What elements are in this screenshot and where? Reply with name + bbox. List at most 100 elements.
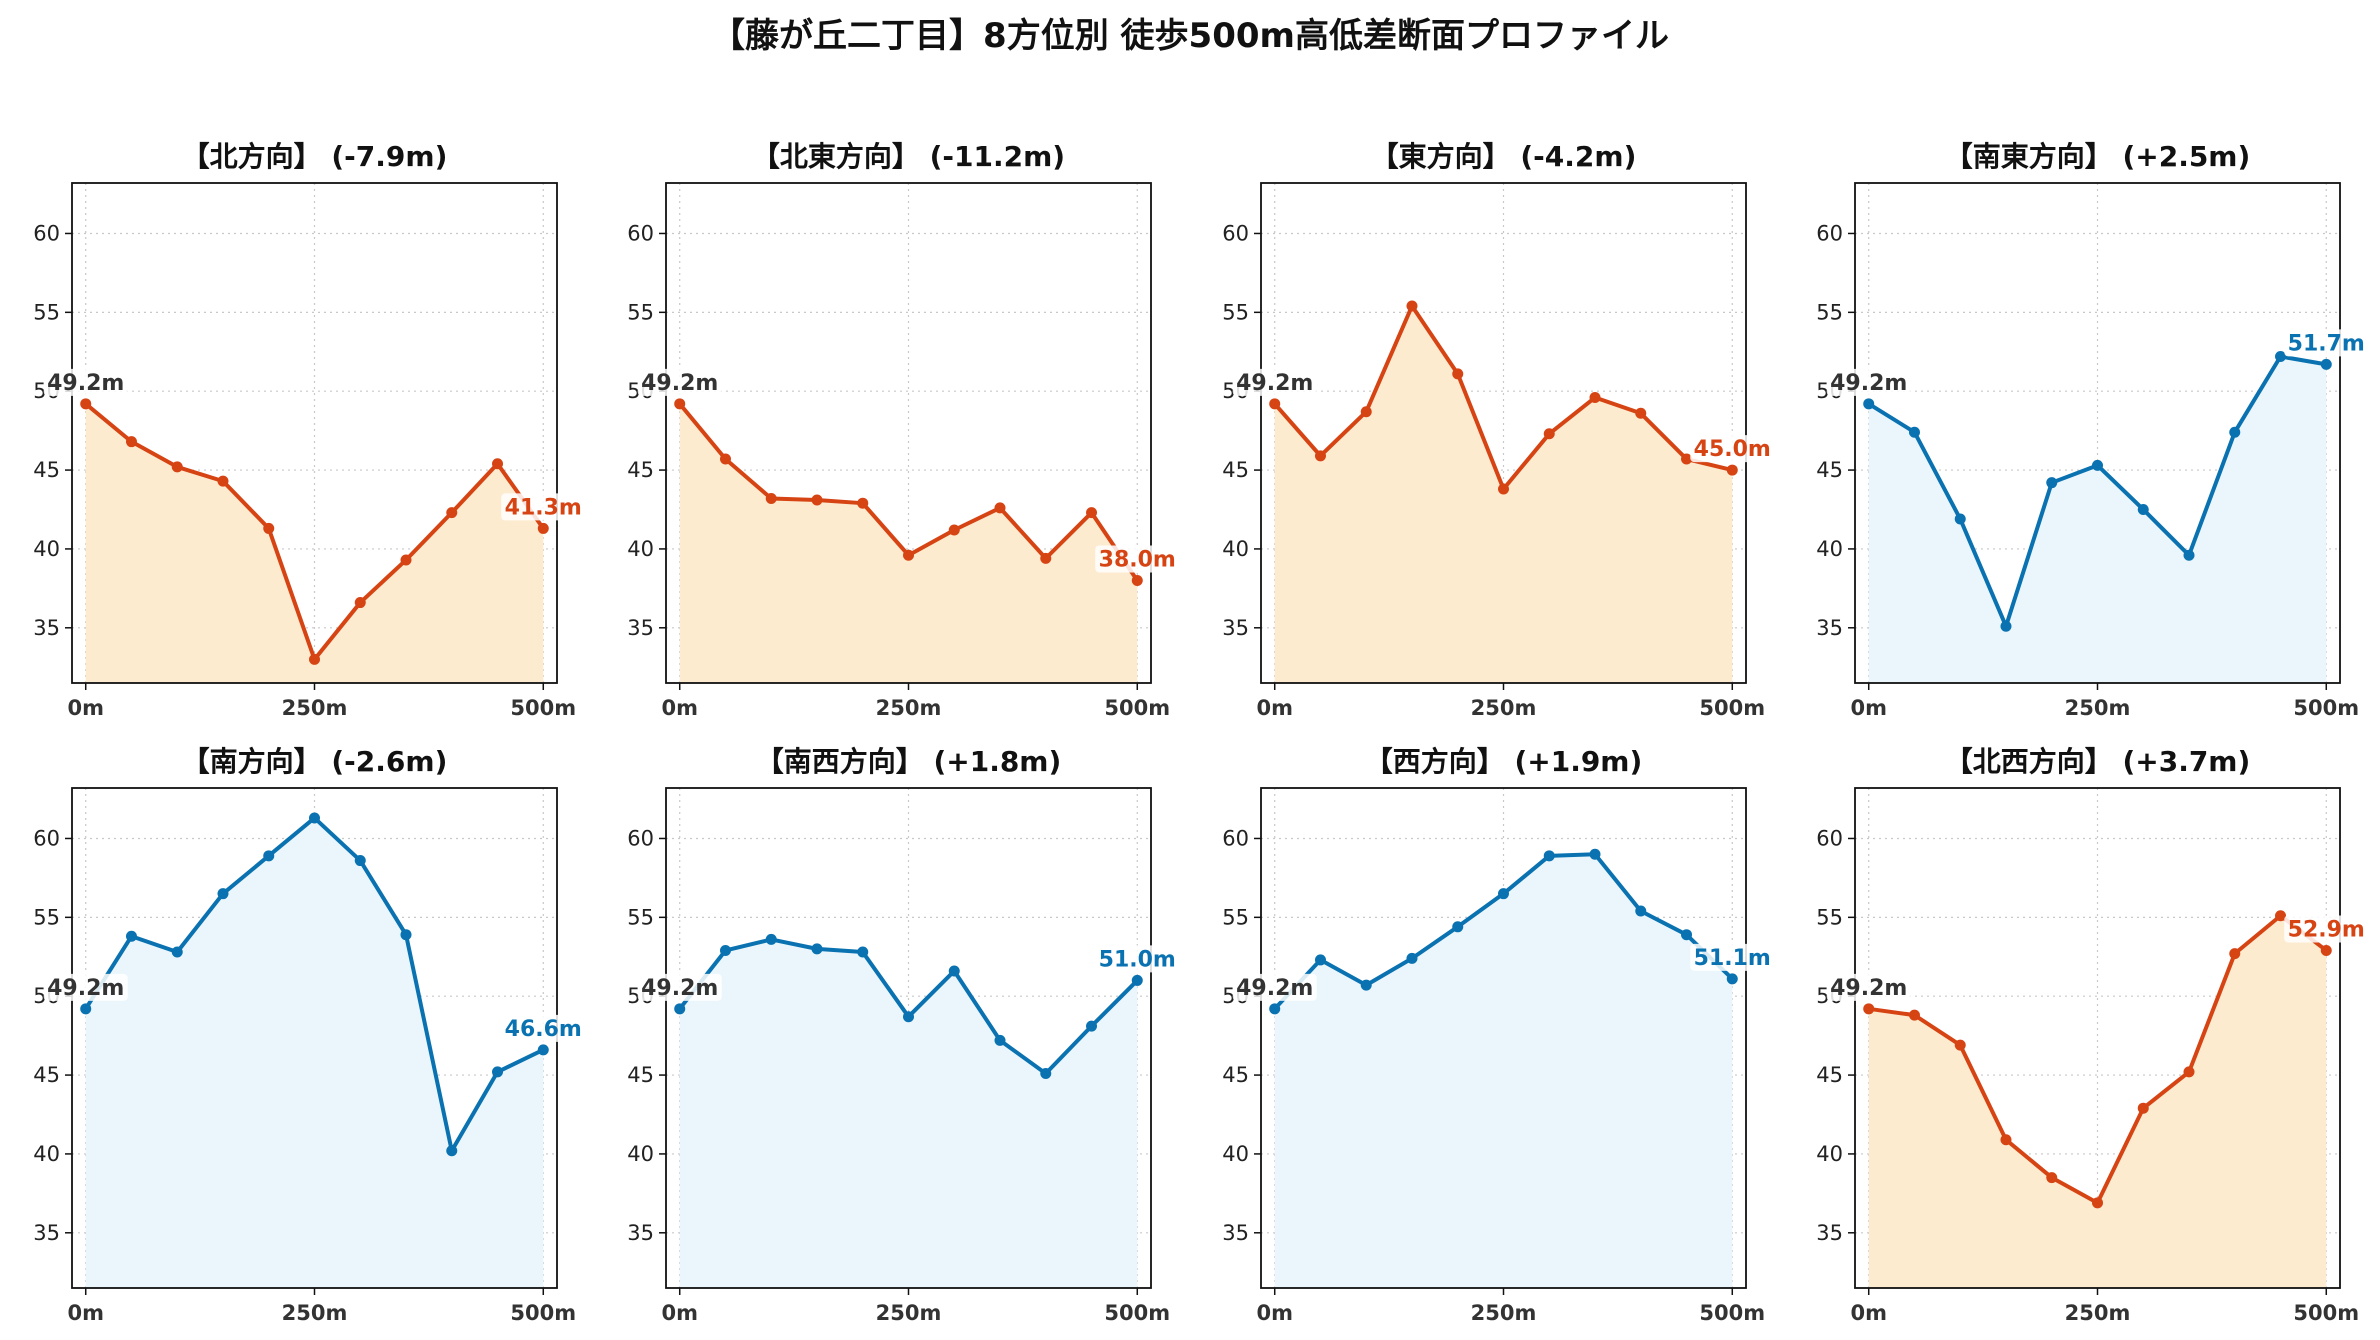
x-tick-label: 500m xyxy=(1104,696,1170,720)
data-point xyxy=(309,812,320,824)
data-point xyxy=(2183,549,2195,561)
start-value-label: 49.2m xyxy=(47,371,124,396)
y-tick-label: 55 xyxy=(1816,905,1843,929)
y-tick-label: 35 xyxy=(33,616,60,640)
panel-5: 【南西方向】 (+1.8m)3540455055600m250m500m49.2… xyxy=(627,745,1180,1325)
x-tick-label: 250m xyxy=(2065,696,2131,720)
data-point xyxy=(1726,464,1738,476)
y-tick-label: 40 xyxy=(627,1142,654,1166)
y-tick-label: 45 xyxy=(627,1063,654,1087)
panel-title: 【南方向】 (-2.6m) xyxy=(182,745,448,778)
start-value-label: 49.2m xyxy=(641,976,718,1001)
data-point xyxy=(446,1145,458,1157)
data-point xyxy=(857,946,869,958)
end-value-label: 52.9m xyxy=(2288,917,2365,942)
data-point xyxy=(1681,453,1693,465)
start-value-label: 49.2m xyxy=(1830,976,1907,1001)
data-point xyxy=(1360,979,1372,991)
data-point xyxy=(1543,850,1555,862)
data-point xyxy=(263,522,275,534)
data-point xyxy=(2275,910,2287,922)
area-fill xyxy=(679,403,1138,683)
data-point xyxy=(948,524,960,536)
data-point xyxy=(1131,574,1143,586)
data-point xyxy=(2000,620,2012,632)
data-point xyxy=(1040,1067,1052,1079)
y-tick-label: 35 xyxy=(627,616,654,640)
data-point xyxy=(1269,1003,1281,1015)
y-tick-label: 35 xyxy=(1222,616,1249,640)
end-value-label: 46.6m xyxy=(505,1017,582,1042)
y-tick-label: 40 xyxy=(1222,537,1249,561)
end-label-box xyxy=(2284,329,2369,357)
start-value-label: 49.2m xyxy=(47,976,124,1001)
y-tick-label: 35 xyxy=(33,1221,60,1245)
x-tick-label: 0m xyxy=(1256,696,1293,720)
data-point xyxy=(2229,426,2241,438)
y-tick-label: 45 xyxy=(627,458,654,482)
end-label-box xyxy=(1690,943,1775,971)
y-tick-label: 60 xyxy=(33,826,60,850)
start-label-box xyxy=(1232,973,1317,1001)
data-point xyxy=(1726,973,1738,985)
y-tick-label: 45 xyxy=(33,1063,60,1087)
panel-6: 【西方向】 (+1.9m)3540455055600m250m500m49.2m… xyxy=(1222,745,1775,1325)
end-label-box xyxy=(501,493,586,521)
data-point xyxy=(400,554,412,566)
panel-0: 【北方向】 (-7.9m)3540455055600m250m500m49.2m… xyxy=(33,140,586,720)
data-point xyxy=(1406,952,1418,964)
y-tick-label: 55 xyxy=(33,300,60,324)
data-point xyxy=(492,458,504,470)
start-label-box xyxy=(1826,368,1911,396)
y-tick-label: 45 xyxy=(33,458,60,482)
data-point xyxy=(1863,1003,1875,1015)
data-point xyxy=(2000,1134,2012,1146)
data-point xyxy=(2320,358,2332,370)
start-value-label: 49.2m xyxy=(1830,371,1907,396)
data-point xyxy=(857,497,869,509)
x-tick-label: 0m xyxy=(67,696,104,720)
y-tick-label: 40 xyxy=(627,537,654,561)
end-label-box xyxy=(501,1014,586,1042)
panel-4: 【南方向】 (-2.6m)3540455055600m250m500m49.2m… xyxy=(33,745,586,1325)
y-tick-label: 55 xyxy=(1222,905,1249,929)
panel-title: 【南東方向】 (+2.5m) xyxy=(1945,140,2251,173)
y-tick-label: 45 xyxy=(1222,458,1249,482)
data-point xyxy=(811,943,823,955)
data-point xyxy=(217,888,229,900)
x-tick-label: 0m xyxy=(661,696,698,720)
figure-title: 【藤が丘二丁目】8方位別 徒歩500m高低差断面プロファイル xyxy=(711,16,1669,56)
data-point xyxy=(80,398,92,410)
start-label-box xyxy=(1826,973,1911,1001)
x-tick-label: 0m xyxy=(661,1301,698,1325)
data-point xyxy=(2137,503,2149,515)
y-tick-label: 55 xyxy=(627,300,654,324)
data-point xyxy=(903,1011,914,1023)
data-point xyxy=(2320,944,2332,956)
y-tick-label: 35 xyxy=(627,1221,654,1245)
x-tick-label: 250m xyxy=(1471,696,1537,720)
data-point xyxy=(2092,459,2103,471)
data-point xyxy=(1131,974,1143,986)
panel-3: 【南東方向】 (+2.5m)3540455055600m250m500m49.2… xyxy=(1816,140,2369,720)
y-tick-label: 45 xyxy=(1816,458,1843,482)
y-tick-label: 45 xyxy=(1222,1063,1249,1087)
data-point xyxy=(80,1003,92,1015)
y-tick-label: 35 xyxy=(1222,1221,1249,1245)
y-tick-label: 60 xyxy=(1816,221,1843,245)
x-tick-label: 500m xyxy=(1104,1301,1170,1325)
data-point xyxy=(2046,1172,2058,1184)
data-point xyxy=(1681,929,1693,941)
end-value-label: 38.0m xyxy=(1099,547,1176,572)
data-point xyxy=(1908,426,1920,438)
data-point xyxy=(2046,477,2058,489)
panel-title: 【北西方向】 (+3.7m) xyxy=(1945,745,2251,778)
data-point xyxy=(537,522,549,534)
x-tick-label: 250m xyxy=(282,1301,348,1325)
y-tick-label: 60 xyxy=(1222,221,1249,245)
data-point xyxy=(1360,406,1372,418)
x-tick-label: 500m xyxy=(510,696,576,720)
x-tick-label: 500m xyxy=(1699,1301,1765,1325)
x-tick-label: 0m xyxy=(1850,1301,1887,1325)
x-tick-label: 500m xyxy=(510,1301,576,1325)
